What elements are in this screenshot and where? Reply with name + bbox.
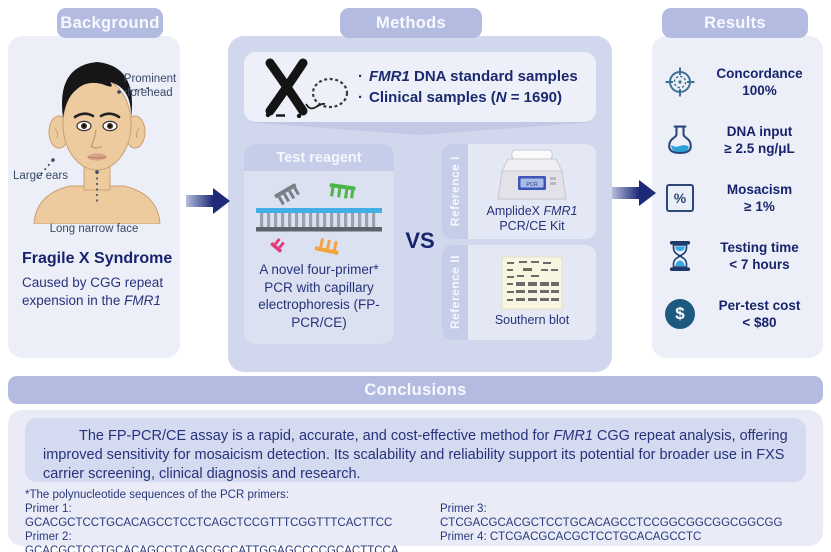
result-row-dna-input: DNA input ≥ 2.5 ng/μL: [658, 118, 817, 162]
result-row-cost: $ Per-test cost < $80: [658, 292, 817, 336]
result-line1: Concordance: [716, 65, 803, 81]
flow-arrow-right-icon: [612, 180, 656, 206]
chromosome-dna-icon: [265, 58, 349, 118]
result-line2: < $80: [742, 315, 777, 330]
reference1-strip: Reference I: [442, 144, 468, 239]
label-large-ears: Large ears: [13, 170, 68, 182]
reference1-caption-pre: AmplideX: [486, 203, 544, 218]
reference2-strip: Reference II: [442, 245, 468, 340]
reference2-box: Reference II: [442, 245, 596, 340]
bullet-icon: ·: [358, 89, 363, 106]
conclusion-text: The FP-PCR/CE assay is a rapid, accurate…: [43, 427, 788, 484]
result-row-concordance: Concordance 100%: [658, 60, 817, 104]
vs-label: VS: [405, 228, 435, 253]
flask-icon: [658, 124, 702, 156]
fmr1-gene-label: FMR1: [553, 428, 593, 444]
conclusion-text-post: CGG repeat analysis, offering improved s…: [43, 428, 788, 482]
primer-footnote: *The polynucleotide sequences of the PCR…: [25, 488, 815, 552]
primer-1-sequence: Primer 1: GCACGCTCCTGCACAGCCTCCTCAGCTCCG…: [25, 503, 393, 529]
chevron-divider: [244, 122, 596, 135]
reference1-box: Reference I PCR AmplideX FMR1 PCR/CE Kit: [442, 144, 596, 239]
result-line1: Testing time: [720, 239, 799, 255]
primer-2-sequence: Primer 2: GCACGCTCCTGCACAGCCTCAGCGCCATTG…: [25, 531, 399, 552]
result-row-testing-time: Testing time < 7 hours: [658, 234, 817, 278]
fmr1-gene-label: FMR1: [369, 68, 410, 85]
fmr1-gene-label: FMR1: [124, 292, 161, 308]
flow-arrow-right-icon: [186, 188, 230, 214]
reference1-label: Reference I: [448, 156, 462, 227]
result-line1: DNA input: [726, 123, 793, 139]
reference1-content: PCR AmplideX FMR1 PCR/CE Kit: [468, 144, 596, 239]
result-line2: ≥ 1%: [744, 199, 775, 214]
dollar-glyph: $: [675, 304, 685, 323]
sample2-text-post: = 1690): [506, 89, 563, 106]
pcr-machine-icon: PCR: [497, 149, 567, 199]
child-face-illustration: [33, 62, 161, 224]
result-line2: 100%: [742, 83, 777, 98]
background-subheading: Caused by CGG repeat expension in the FM…: [22, 274, 174, 309]
sample-n-label: N: [495, 89, 507, 106]
results-section-title: Results: [662, 8, 808, 38]
reference1-caption: AmplideX FMR1 PCR/CE Kit: [486, 204, 577, 235]
percent-icon: %: [658, 184, 702, 212]
conclusion-text-box: The FP-PCR/CE assay is a rapid, accurate…: [25, 418, 806, 482]
result-text: Mosacism ≥ 1%: [702, 181, 817, 216]
test-reagent-header: Test reagent: [244, 144, 394, 171]
sample-bullet-2: · Clinical samples (N = 1690): [358, 87, 578, 108]
result-line1: Mosacism: [726, 181, 793, 197]
background-section-title: Background: [57, 8, 163, 38]
hourglass-icon: [658, 240, 702, 272]
primer-4-sequence: Primer 4: CTCGACGCACGCTCCTGCACAGCCTC: [440, 531, 702, 543]
four-primer-dna-icon: [256, 183, 382, 255]
test-reagent-header-label: Test reagent: [276, 149, 362, 166]
conclusion-text-pre: The FP-PCR/CE assay is a rapid, accurate…: [79, 428, 554, 444]
background-sub-text: Caused by CGG repeat expension in the: [22, 275, 164, 308]
result-line2: < 7 hours: [729, 257, 790, 272]
conclusions-section-title: Conclusions: [8, 376, 823, 404]
target-icon: [658, 66, 702, 98]
primer-3-sequence: Primer 3: CTCGACGCACGCTCCTGCACAGCCTCCGGC…: [440, 503, 783, 529]
sample-bullets: · FMR1 DNA standard samples · Clinical s…: [358, 66, 578, 108]
result-line2: ≥ 2.5 ng/μL: [724, 141, 795, 156]
sample-bullet-1: · FMR1 DNA standard samples: [358, 66, 578, 87]
background-title-label: Background: [60, 13, 160, 32]
results-title-label: Results: [704, 13, 766, 32]
reference2-label: Reference II: [448, 255, 462, 330]
background-heading: Fragile X Syndrome: [22, 250, 173, 267]
footnote-title: *The polynucleotide sequences of the PCR…: [25, 489, 290, 501]
southern-blot-gel-icon: [501, 256, 563, 310]
sample1-text: DNA standard samples: [409, 68, 578, 85]
bullet-icon: ·: [358, 68, 363, 85]
result-row-mosaicism: % Mosacism ≥ 1%: [658, 176, 817, 220]
methods-section-title: Methods: [340, 8, 482, 38]
test-reagent-caption: A novel four-primer* PCR with capillary …: [258, 262, 380, 330]
result-text: DNA input ≥ 2.5 ng/μL: [702, 123, 817, 158]
result-line1: Per-test cost: [718, 297, 801, 313]
conclusions-panel: The FP-PCR/CE assay is a rapid, accurate…: [8, 410, 823, 552]
reference2-content: Southern blot: [468, 245, 596, 340]
results-panel: Concordance 100% DNA input ≥ 2.5 ng/μL % M…: [652, 36, 823, 358]
primer-grid: Primer 1: GCACGCTCCTGCACAGCCTCCTCAGCTCCG…: [25, 502, 815, 552]
fmr1-gene-label: FMR1: [543, 203, 578, 218]
label-prominent-forehead: Prominent forehead: [123, 73, 177, 99]
result-text: Testing time < 7 hours: [702, 239, 817, 274]
result-text: Per-test cost < $80: [702, 297, 817, 332]
test-reagent-box: Test reagent: [244, 144, 394, 344]
sample2-text-pre: Clinical samples (: [369, 89, 496, 106]
samples-box: · FMR1 DNA standard samples · Clinical s…: [244, 52, 596, 122]
reference2-caption: Southern blot: [494, 313, 570, 328]
methods-panel: · FMR1 DNA standard samples · Clinical s…: [228, 36, 612, 372]
percent-glyph: %: [673, 190, 687, 206]
svg-text:PCR: PCR: [526, 181, 538, 187]
background-panel: Prominent forehead Large ears Long narro…: [8, 36, 180, 358]
reference1-caption-line2: PCR/CE Kit: [499, 219, 565, 233]
methods-title-label: Methods: [376, 13, 446, 32]
dollar-icon: $: [658, 299, 702, 329]
conclusions-title-label: Conclusions: [364, 380, 467, 399]
label-long-narrow-face: Long narrow face: [49, 223, 139, 235]
result-text: Concordance 100%: [702, 65, 817, 100]
